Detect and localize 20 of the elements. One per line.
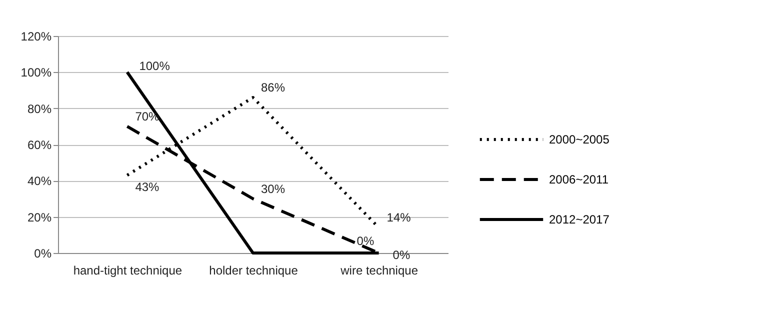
y-tick-label: 60% — [27, 138, 52, 152]
data-label: 14% — [386, 210, 412, 225]
data-label: 30% — [261, 182, 286, 196]
data-label: 0% — [392, 248, 410, 262]
x-tick-label: holder technique — [209, 264, 298, 278]
data-label: 86% — [261, 80, 286, 94]
y-tick-label: 20% — [27, 210, 52, 224]
y-tick-label: 100% — [20, 66, 52, 80]
y-tick-label: 120% — [20, 30, 52, 44]
data-label: 0% — [356, 234, 374, 248]
data-label: 100% — [139, 59, 170, 74]
text: 2012~2017 — [549, 212, 610, 226]
x-tick-label: hand-tight technique — [73, 264, 182, 278]
x-tick-label: wire technique — [340, 264, 418, 278]
text: 2006~2011 — [549, 172, 609, 186]
data-label: 43% — [135, 180, 160, 194]
y-tick-label: 40% — [27, 174, 52, 188]
text: 2000~2005 — [549, 132, 610, 146]
y-tick-label: 80% — [27, 102, 52, 116]
y-tick-label: 0% — [34, 246, 52, 260]
